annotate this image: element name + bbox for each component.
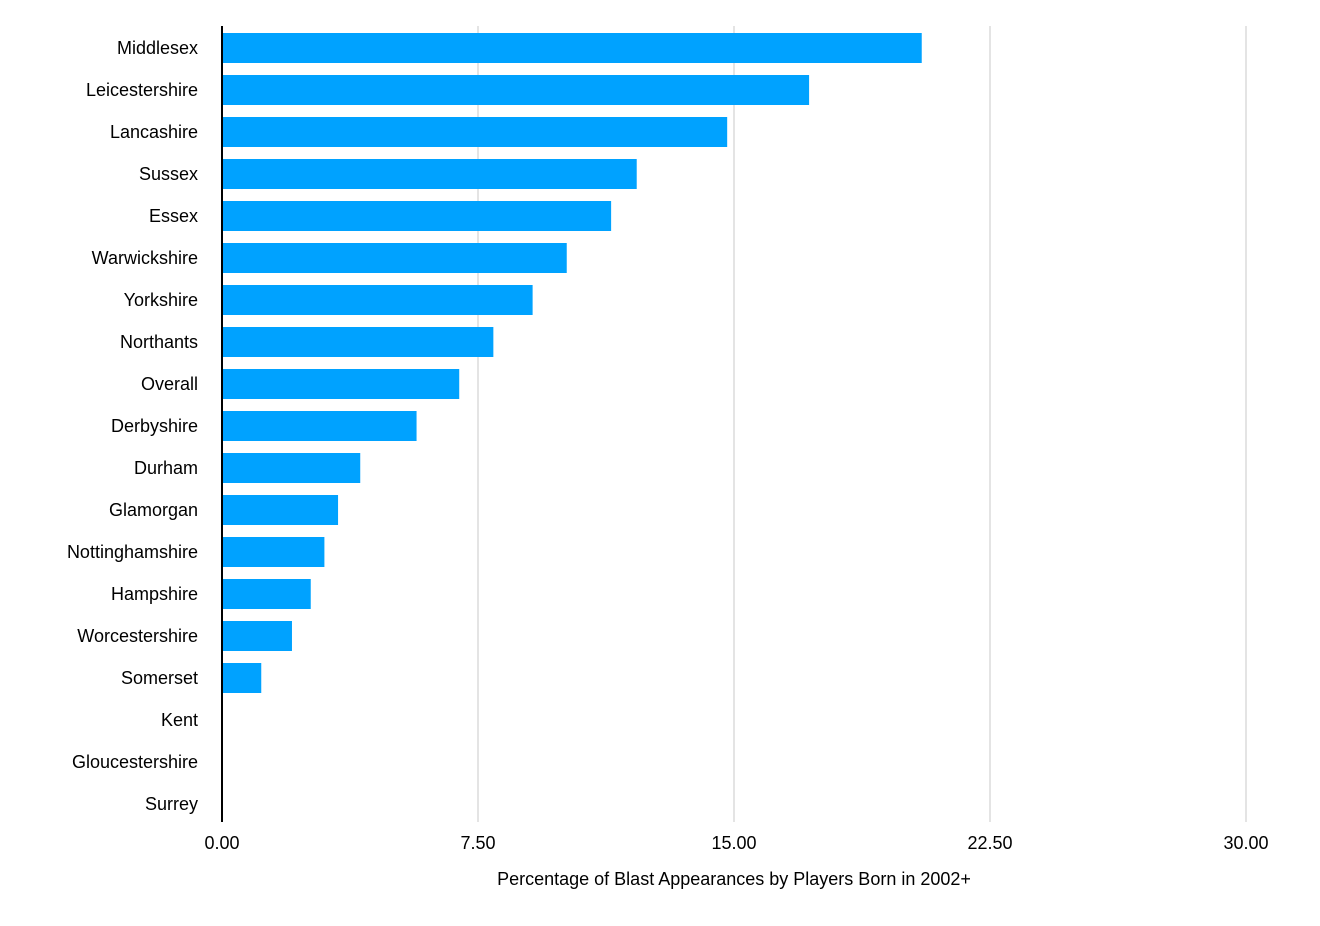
bar <box>222 159 637 189</box>
category-label: Northants <box>120 332 198 352</box>
bar <box>222 369 460 399</box>
category-label: Gloucestershire <box>72 752 198 772</box>
category-label: Warwickshire <box>92 248 198 268</box>
bar <box>222 663 262 693</box>
gridlines <box>477 26 1247 822</box>
category-label: Sussex <box>139 164 198 184</box>
category-label: Hampshire <box>111 584 198 604</box>
category-label: Derbyshire <box>111 416 198 436</box>
category-label: Somerset <box>121 668 198 688</box>
category-label: Durham <box>134 458 198 478</box>
bar <box>222 117 728 147</box>
category-label: Lancashire <box>110 122 198 142</box>
bar <box>222 579 311 609</box>
category-label: Glamorgan <box>109 500 198 520</box>
category-label: Surrey <box>145 794 198 814</box>
bar <box>222 201 612 231</box>
category-label: Essex <box>149 206 198 226</box>
x-tick-label: 15.00 <box>711 833 756 853</box>
x-tick-label: 30.00 <box>1223 833 1268 853</box>
bar <box>222 411 417 441</box>
x-axis-title: Percentage of Blast Appearances by Playe… <box>497 869 971 889</box>
bar <box>222 621 292 651</box>
bars <box>222 33 922 693</box>
category-label: Kent <box>161 710 198 730</box>
category-label: Yorkshire <box>124 290 198 310</box>
x-tick-labels: 0.00 7.50 15.00 22.50 30.00 <box>204 833 1268 853</box>
x-tick-label: 7.50 <box>460 833 495 853</box>
bar <box>222 327 494 357</box>
bar <box>222 495 339 525</box>
bar <box>222 537 325 567</box>
bar <box>222 33 922 63</box>
x-tick-label: 0.00 <box>204 833 239 853</box>
bar <box>222 243 567 273</box>
category-labels: Middlesex Leicestershire Lancashire Sussex E… <box>67 38 198 814</box>
category-label: Middlesex <box>117 38 198 58</box>
bar <box>222 453 361 483</box>
bar <box>222 75 810 105</box>
category-label: Overall <box>141 374 198 394</box>
category-label: Worcestershire <box>77 626 198 646</box>
bar <box>222 285 533 315</box>
category-label: Leicestershire <box>86 80 198 100</box>
category-label: Nottinghamshire <box>67 542 198 562</box>
x-tick-label: 22.50 <box>967 833 1012 853</box>
